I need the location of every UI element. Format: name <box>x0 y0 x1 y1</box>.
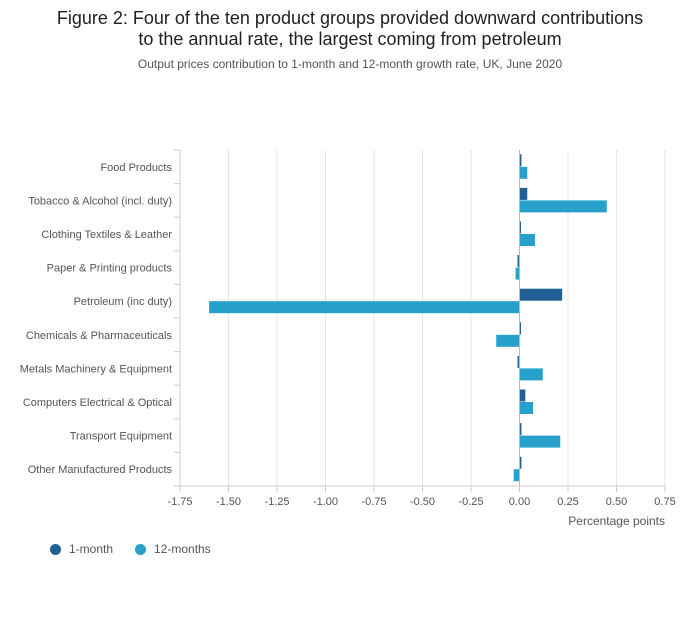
x-tick-label: -0.25 <box>458 496 483 508</box>
category-label: Transport Equipment <box>70 431 172 443</box>
bar-1-month <box>519 288 563 301</box>
bar-1-month <box>519 423 522 436</box>
bar-1-month <box>519 322 521 335</box>
bar-1-month <box>519 187 528 200</box>
category-label: Clothing Textiles & Leather <box>41 229 172 241</box>
legend-swatch-1-month <box>50 543 61 555</box>
chart-title-line-1: Figure 2: Four of the ten product groups… <box>56 8 644 28</box>
chart-title: Figure 2: Four of the ten product groups… <box>0 8 700 50</box>
bar-1-month <box>519 154 522 167</box>
x-tick-label: -1.75 <box>167 496 192 508</box>
x-tick-label: 0.00 <box>509 496 530 508</box>
legend: 1-month 12-months <box>50 540 233 558</box>
bar-12-months <box>519 402 534 414</box>
bar-1-month <box>519 389 526 402</box>
legend-label-12-months: 12-months <box>154 542 211 556</box>
bar-12-months <box>519 234 536 246</box>
category-label: Paper & Printing products <box>47 263 173 275</box>
category-label: Other Manufactured Products <box>28 464 173 476</box>
category-label: Petroleum (inc duty) <box>74 296 172 308</box>
legend-item-12-months: 12-months <box>135 542 211 556</box>
chart-subtitle: Output prices contribution to 1-month an… <box>137 57 563 71</box>
x-tick-label: 0.50 <box>606 496 627 508</box>
bar-1-month <box>517 355 520 368</box>
bar-12-months <box>519 368 543 381</box>
category-label: Computers Electrical & Optical <box>23 397 172 409</box>
bar-1-month <box>517 255 520 268</box>
x-tick-label: -1.25 <box>264 496 289 508</box>
x-tick-label: -0.75 <box>361 496 386 508</box>
bar-1-month <box>519 221 521 234</box>
x-tick-label: -1.00 <box>313 496 338 508</box>
bar-12-months <box>519 435 561 448</box>
bar-12-months <box>513 469 520 482</box>
x-axis-label: Percentage points <box>568 514 665 528</box>
bar-12-months <box>515 267 520 280</box>
x-tick-label: -1.50 <box>216 496 241 508</box>
legend-label-1-month: 1-month <box>69 542 114 556</box>
category-label: Food Products <box>100 162 172 174</box>
category-label: Tobacco & Alcohol (incl. duty) <box>28 195 172 207</box>
bar-12-months <box>496 334 520 347</box>
x-tick-label: 0.75 <box>654 496 675 508</box>
bar-12-months <box>519 166 528 179</box>
x-tick-label: -0.50 <box>410 496 435 508</box>
legend-item-1-month: 1-month <box>50 542 113 556</box>
bar-12-months <box>209 301 520 314</box>
chart-title-line-2: to the annual rate, the largest coming f… <box>138 29 562 49</box>
category-label: Metals Machinery & Equipment <box>20 363 172 375</box>
category-label: Chemicals & Pharmaceuticals <box>26 330 173 342</box>
legend-swatch-12-months <box>135 543 147 555</box>
bar-1-month <box>519 456 522 469</box>
x-tick-label: 0.25 <box>557 496 578 508</box>
bar-12-months <box>519 200 607 213</box>
